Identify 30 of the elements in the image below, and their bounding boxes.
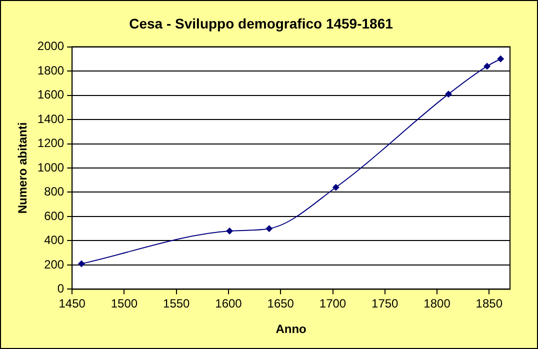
x-tick-label: 1750 <box>372 296 399 311</box>
y-tick-label: 1600 <box>37 88 64 102</box>
y-axis-title: Numero abitanti <box>16 122 30 214</box>
y-tick-label: 1800 <box>37 63 64 78</box>
x-tick-label: 1700 <box>319 296 346 311</box>
x-tick-label: 1450 <box>58 296 86 311</box>
y-tick-label: 1000 <box>37 160 64 174</box>
y-tick-label: 1200 <box>37 136 64 150</box>
y-tick-label: 800 <box>44 184 64 199</box>
x-tick-label: 1850 <box>476 296 503 311</box>
y-tick-label: 200 <box>44 257 64 272</box>
point <box>266 225 273 232</box>
x-tick-label: 1550 <box>163 296 190 311</box>
point <box>332 184 340 191</box>
point <box>226 228 234 235</box>
y-tick-label: 2000 <box>37 39 64 54</box>
x-tick-label: 1650 <box>267 296 294 311</box>
y-tick-label: 600 <box>44 208 64 223</box>
x-axis-title: Anno <box>276 322 306 336</box>
point <box>444 90 452 98</box>
point <box>484 62 491 70</box>
x-tick-label: 1500 <box>110 296 138 311</box>
y-tick-label: 0 <box>57 282 64 296</box>
chart-title: Cesa - Sviluppo demografico 1459-1861 <box>129 15 394 32</box>
point <box>497 55 504 62</box>
point <box>78 260 85 268</box>
x-tick-label: 1600 <box>215 296 242 311</box>
y-tick-label: 1400 <box>37 112 64 126</box>
x-tick-label: 1800 <box>424 296 451 311</box>
y-tick-label: 400 <box>44 233 64 248</box>
